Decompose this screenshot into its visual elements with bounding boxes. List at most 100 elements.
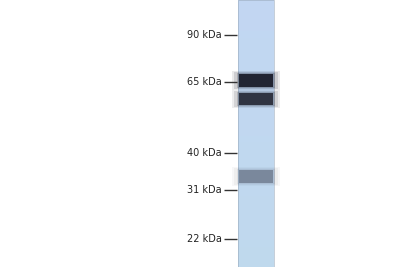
- Bar: [238, 116, 274, 118]
- Bar: [238, 138, 274, 140]
- Bar: [238, 247, 274, 249]
- Bar: [238, 200, 274, 202]
- Bar: [238, 36, 274, 38]
- Bar: [238, 207, 274, 209]
- Bar: [238, 191, 274, 194]
- Bar: [238, 27, 274, 29]
- Bar: [239, 170, 273, 183]
- Bar: [238, 7, 274, 9]
- Bar: [238, 256, 274, 258]
- Bar: [238, 265, 274, 267]
- Bar: [234, 72, 278, 89]
- Bar: [238, 76, 274, 78]
- Bar: [238, 18, 274, 20]
- Bar: [238, 160, 274, 162]
- Bar: [238, 91, 274, 93]
- Bar: [238, 225, 274, 227]
- Bar: [237, 92, 275, 106]
- Bar: [238, 45, 274, 47]
- Text: 22 kDa: 22 kDa: [187, 234, 222, 245]
- Bar: [238, 62, 274, 65]
- Bar: [238, 260, 274, 262]
- Bar: [238, 227, 274, 229]
- Bar: [238, 49, 274, 51]
- Bar: [238, 214, 274, 216]
- Bar: [238, 42, 274, 45]
- Bar: [238, 33, 274, 36]
- Bar: [238, 29, 274, 31]
- Bar: [238, 85, 274, 87]
- Bar: [238, 109, 274, 111]
- Bar: [238, 71, 274, 73]
- Bar: [238, 111, 274, 113]
- Bar: [238, 231, 274, 234]
- Bar: [238, 156, 274, 158]
- Bar: [239, 170, 273, 183]
- Bar: [238, 129, 274, 131]
- Bar: [238, 151, 274, 154]
- Bar: [238, 120, 274, 122]
- Bar: [238, 220, 274, 222]
- Bar: [237, 169, 275, 184]
- Bar: [238, 25, 274, 27]
- Bar: [238, 194, 274, 196]
- Bar: [238, 122, 274, 125]
- Bar: [238, 96, 274, 98]
- Bar: [238, 80, 274, 82]
- Bar: [238, 222, 274, 225]
- Text: 65 kDa: 65 kDa: [187, 77, 222, 88]
- Bar: [238, 22, 274, 25]
- Bar: [238, 236, 274, 238]
- Bar: [238, 142, 274, 145]
- Bar: [238, 165, 274, 167]
- Bar: [238, 178, 274, 180]
- Bar: [238, 0, 274, 2]
- Bar: [238, 174, 274, 176]
- Bar: [238, 154, 274, 156]
- Bar: [238, 147, 274, 149]
- Bar: [238, 89, 274, 91]
- Bar: [238, 13, 274, 15]
- Bar: [238, 58, 274, 60]
- Bar: [238, 65, 274, 67]
- Bar: [238, 218, 274, 220]
- Bar: [237, 73, 275, 88]
- Bar: [238, 254, 274, 256]
- Bar: [238, 105, 274, 107]
- Bar: [238, 185, 274, 187]
- Bar: [238, 216, 274, 218]
- Bar: [238, 125, 274, 127]
- Bar: [238, 2, 274, 5]
- Bar: [232, 90, 280, 108]
- Bar: [238, 67, 274, 69]
- Bar: [238, 38, 274, 40]
- Text: 31 kDa: 31 kDa: [187, 185, 222, 195]
- Bar: [238, 167, 274, 169]
- Bar: [238, 102, 274, 105]
- Bar: [239, 74, 273, 87]
- Bar: [238, 229, 274, 231]
- Bar: [239, 93, 273, 105]
- Bar: [238, 252, 274, 254]
- Bar: [238, 127, 274, 129]
- Bar: [238, 60, 274, 62]
- Bar: [238, 131, 274, 134]
- Bar: [238, 53, 274, 56]
- Bar: [238, 187, 274, 189]
- Bar: [238, 5, 274, 7]
- Bar: [238, 87, 274, 89]
- Bar: [238, 82, 274, 85]
- Bar: [238, 73, 274, 76]
- Bar: [238, 107, 274, 109]
- Bar: [238, 202, 274, 205]
- Bar: [238, 234, 274, 236]
- Bar: [238, 211, 274, 214]
- Bar: [238, 20, 274, 22]
- Bar: [239, 93, 273, 105]
- Bar: [238, 31, 274, 33]
- Bar: [238, 180, 274, 182]
- Bar: [232, 71, 280, 90]
- Bar: [238, 158, 274, 160]
- Bar: [238, 15, 274, 18]
- Bar: [238, 198, 274, 200]
